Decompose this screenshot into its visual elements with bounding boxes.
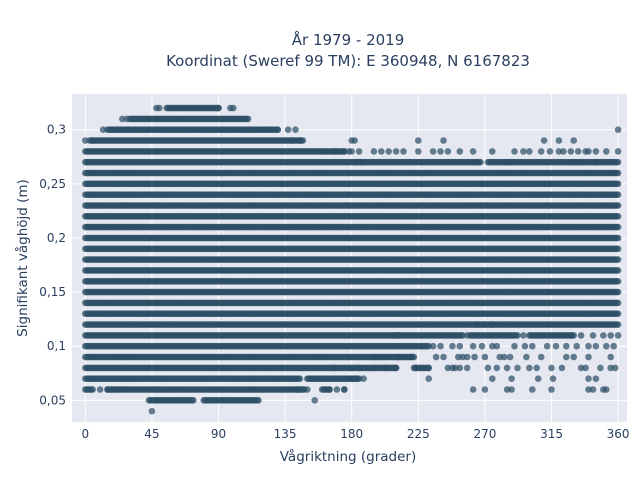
data-point <box>614 288 622 296</box>
data-point <box>190 397 197 404</box>
data-point <box>614 234 622 242</box>
data-point <box>311 397 319 404</box>
data-point <box>614 245 622 253</box>
data-point <box>570 332 577 339</box>
data-point <box>148 407 156 415</box>
data-point <box>614 267 622 274</box>
data-point <box>296 375 304 383</box>
data-point <box>255 397 262 404</box>
data-points <box>82 104 622 415</box>
data-point <box>614 299 622 307</box>
data-point <box>514 332 521 339</box>
data-point <box>614 321 622 328</box>
data-point <box>614 256 622 263</box>
data-point <box>89 386 96 393</box>
data-point <box>614 310 622 318</box>
data-point <box>96 386 104 393</box>
data-point <box>614 278 622 285</box>
